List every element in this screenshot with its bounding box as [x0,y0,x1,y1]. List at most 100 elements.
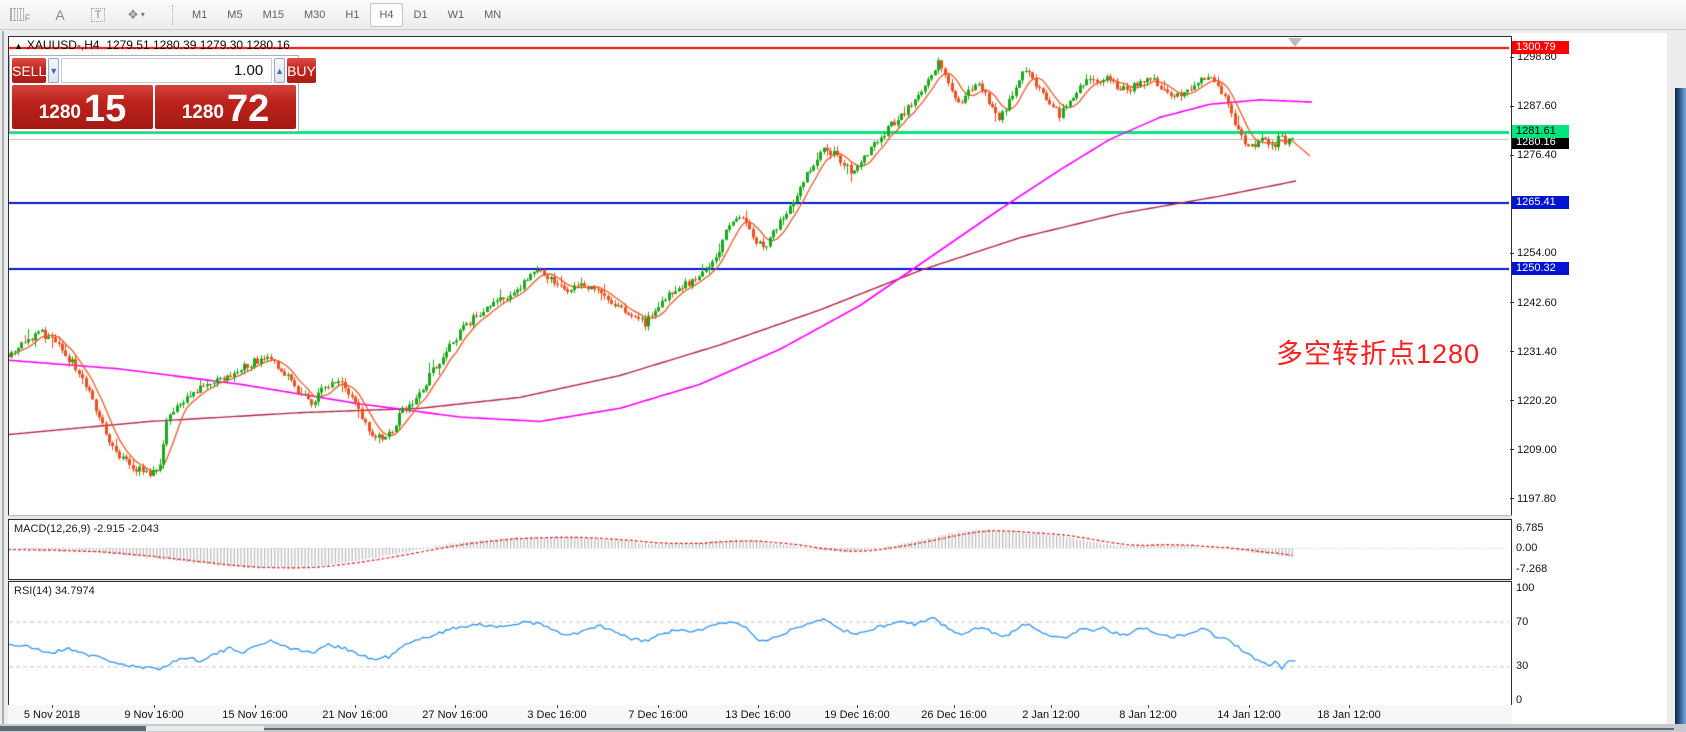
rsi-tick-label: 100 [1516,582,1535,594]
price-tick-mark [1510,498,1514,500]
rsi-chart-canvas[interactable] [9,582,1509,704]
time-tick-mark [954,705,955,708]
time-axis-label: 13 Dec 16:00 [725,709,791,721]
label-tool-icon[interactable]: A [55,6,65,23]
volume-input[interactable] [61,58,273,83]
price-tick-label: 1276.40 [1517,149,1557,161]
time-tick-mark [455,705,456,708]
window-right-edge [1675,88,1686,732]
chart-annotation-text[interactable]: 多空转折点1280 [1276,339,1481,369]
price-level-badge: 1250.32 [1512,262,1569,276]
time-axis[interactable]: 5 Nov 2018 9 Nov 16:00 15 Nov 16:00 21 Nov … [8,705,1512,724]
time-axis-label: 2 Jan 12:00 [1022,709,1080,721]
timeframe-button-d1[interactable]: D1 [413,8,428,21]
time-tick-mark [1051,705,1052,708]
indicators-grid-icon[interactable]: F [6,3,34,27]
buy-price-main: 1280 [181,102,224,123]
volume-increase-button[interactable]: ▲ [274,58,286,83]
time-axis-label: 3 Dec 16:00 [527,709,587,721]
time-tick-mark [857,705,858,708]
price-tick-label: 1231.40 [1517,345,1557,358]
time-axis-label: 18 Jan 12:00 [1317,709,1381,721]
rsi-tick-label: 0 [1516,694,1523,706]
time-axis-label: 14 Jan 12:00 [1217,709,1281,721]
grid-f-label: F [24,12,31,23]
pane-splitter[interactable] [8,515,1512,520]
scrollbar-segment[interactable] [0,726,146,731]
price-tick-mark [1510,351,1514,353]
time-axis-label: 8 Jan 12:00 [1119,709,1177,721]
buy-price-box[interactable]: 1280 72 [155,85,296,129]
price-tick-label: 1220.20 [1517,394,1557,407]
scrollbar-track [264,728,1674,730]
window-left-edge [2,31,4,730]
price-level-badge: 1280.16 [1512,135,1569,149]
time-tick-mark [758,705,759,708]
time-tick-mark [1148,705,1149,708]
sell-button[interactable]: SELL [12,58,47,83]
sell-price-pips: 15 [84,87,127,130]
price-level-badge: 1300.79 [1512,41,1569,55]
grid-glyph [9,8,24,21]
volume-decrease-button[interactable]: ▼ [48,58,60,83]
macd-tick-label: 6.785 [1516,521,1544,534]
time-tick-mark [1249,705,1250,708]
time-axis-label: 9 Nov 16:00 [124,709,184,721]
sell-price-main: 1280 [38,102,81,123]
timeframe-button-m30[interactable]: M30 [303,8,326,21]
objects-tool-icon[interactable]: ❖ ▾ [122,3,150,27]
timeframe-button-h1[interactable]: H1 [345,8,360,21]
time-axis-label: 5 Nov 2018 [23,709,81,721]
time-tick-mark [1349,705,1350,708]
price-level-badge: 1281.61 [1512,125,1569,139]
arrows-glyph: ❖ [127,6,139,22]
rsi-tick-label: 70 [1516,615,1529,628]
time-axis-label: 7 Dec 16:00 [628,709,688,721]
time-tick-mark [355,705,356,708]
time-tick-mark [255,705,256,708]
macd-tick-label: 0.00 [1516,542,1538,554]
price-tick-label: 1242.60 [1517,296,1557,309]
price-tick-mark [1510,56,1514,58]
sell-price-box[interactable]: 1280 15 [12,85,153,129]
bottom-scroll-strip[interactable] [0,724,1686,732]
price-tick-mark [1510,105,1514,107]
symbol-marker-icon: ▲ [14,41,23,51]
timeframe-button-m15[interactable]: M15 [262,8,284,21]
macd-label: MACD(12,26,9) -2.915 -2.043 [14,523,159,535]
toolbar-separator [172,4,174,25]
timeframe-button-mn[interactable]: MN [484,8,502,21]
price-tick-mark [1510,154,1514,156]
rsi-tick-label: 30 [1516,660,1529,673]
one-click-trade-panel: SELL ▼ ▲ BUY 1280 15 1280 72 [9,55,316,132]
timeframe-button-m1[interactable]: M1 [192,8,208,21]
timeframe-group: M1 M5 M15 M30 H1 H4 D1 W1 MN [182,2,511,27]
time-axis-label: 21 Nov 16:00 [322,709,388,721]
chart-shift-marker[interactable] [1288,38,1302,47]
rsi-pane [8,581,1512,707]
price-level-badge: 1265.41 [1512,196,1569,210]
buy-price-pips: 72 [227,87,270,130]
price-tick-label: 1287.60 [1517,100,1557,112]
scrollbar-thumb[interactable] [146,726,264,731]
timeframe-button-h4[interactable]: H4 [370,2,403,27]
timeframe-button-w1[interactable]: W1 [447,8,465,21]
time-tick-mark [52,705,53,708]
macd-pane [8,519,1512,580]
time-axis-label: 19 Dec 16:00 [824,709,890,721]
time-axis-label: 26 Dec 16:00 [921,709,987,721]
text-tool-icon[interactable]: T [84,3,112,27]
time-axis-label: 15 Nov 16:00 [222,709,288,721]
price-tick-mark [1510,449,1514,451]
timeframe-button-m5[interactable]: M5 [227,8,243,21]
price-tick-mark [1510,400,1514,402]
time-tick-mark [557,705,558,708]
macd-chart-canvas[interactable] [9,520,1509,577]
chevron-down-icon: ▾ [140,10,145,19]
price-tick-label: 1254.00 [1517,247,1557,259]
chart-symbol-title: ▲ XAUUSD-,H4 1279.51 1280.39 1279.30 1280… [14,38,290,52]
chart-toolbar: F A T ❖ ▾ M1 M5 M15 M30 H1 H4 D1 W1 MN [0,0,1686,30]
macd-tick-label: -7.268 [1516,563,1548,576]
buy-button[interactable]: BUY [287,58,316,83]
